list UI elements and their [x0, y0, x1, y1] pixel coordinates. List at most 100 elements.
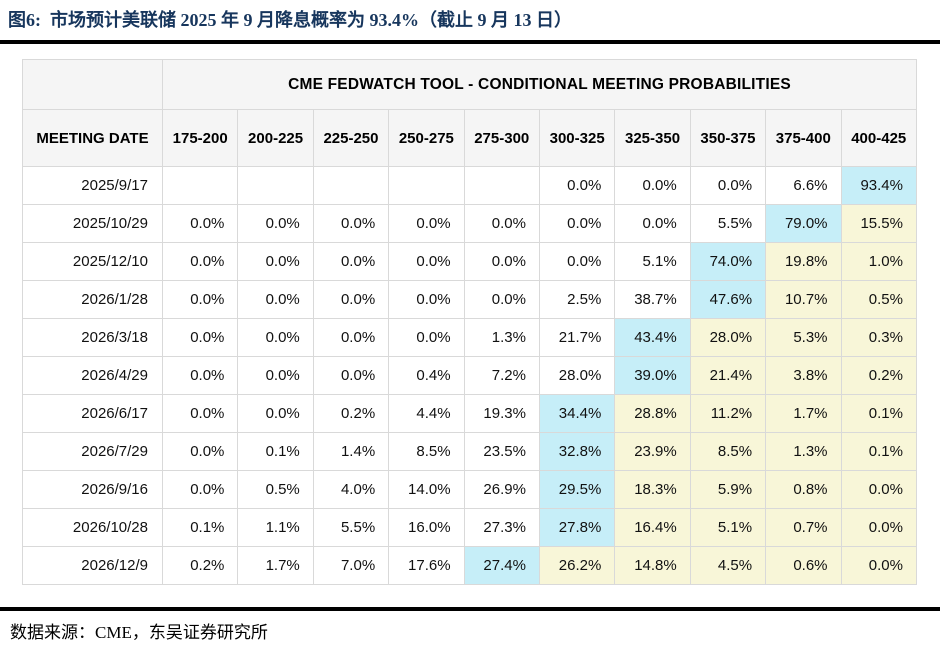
table-row: 2026/6/17 0.0% 0.0% 0.2% 4.4% 19.3% 34.4% 28.8%… [22, 394, 918, 433]
rate-range-header: 300-325 [538, 109, 616, 167]
table-row: 2026/12/9 0.2% 1.7% 7.0% 17.6% 27.4% 26.2% 14.8… [22, 546, 918, 585]
probability-cell [463, 166, 540, 205]
column-header-row: MEETING DATE 175-200 200-225 225-250 250-27… [22, 109, 918, 167]
table-row: 2025/9/17 0.0% 0.0% 0.0% 6.6% 93.4% [22, 166, 918, 205]
probability-cell: 0.0% [161, 356, 239, 395]
probability-cell: 28.8% [614, 394, 691, 433]
meeting-date-cell: 2026/4/29 [22, 356, 163, 395]
probability-cell: 26.9% [463, 470, 540, 509]
table-row: 2025/10/29 0.0% 0.0% 0.0% 0.0% 0.0% 0.0% 0.0% 5.… [22, 204, 918, 243]
probability-cell: 1.7% [237, 546, 314, 585]
probability-cell: 18.3% [614, 470, 691, 509]
probability-cell: 5.1% [614, 242, 691, 281]
probability-cell [388, 166, 465, 205]
rate-range-header: 250-275 [388, 109, 465, 167]
fedwatch-probability-table: CME FEDWATCH TOOL - CONDITIONAL MEETING … [22, 59, 918, 585]
probability-cell: 5.5% [689, 204, 767, 243]
probability-cell: 0.0% [237, 280, 314, 319]
probability-cell: 47.6% [689, 280, 767, 319]
rate-range-header: 175-200 [161, 109, 239, 167]
probability-cell: 15.5% [840, 204, 918, 243]
probability-cell: 34.4% [538, 394, 616, 433]
probability-cell: 4.4% [388, 394, 465, 433]
probability-cell: 4.0% [312, 470, 390, 509]
probability-cell: 0.0% [161, 394, 239, 433]
probability-cell: 1.1% [237, 508, 314, 547]
probability-cell: 38.7% [614, 280, 691, 319]
probability-cell: 0.0% [237, 394, 314, 433]
probability-cell: 0.0% [388, 242, 465, 281]
probability-cell: 0.0% [388, 318, 465, 357]
probability-cell: 27.3% [463, 508, 540, 547]
probability-cell: 1.0% [840, 242, 918, 281]
probability-cell: 26.2% [538, 546, 616, 585]
probability-cell: 19.3% [463, 394, 540, 433]
probability-cell: 0.0% [463, 242, 540, 281]
probability-cell: 11.2% [689, 394, 767, 433]
meeting-date-cell: 2026/12/9 [22, 546, 163, 585]
meeting-date-cell: 2026/9/16 [22, 470, 163, 509]
probability-cell: 0.0% [463, 280, 540, 319]
probability-cell: 0.0% [237, 204, 314, 243]
probability-cell: 27.4% [463, 546, 540, 585]
probability-cell: 3.8% [765, 356, 842, 395]
probability-cell [237, 166, 314, 205]
probability-cell: 8.5% [689, 432, 767, 471]
table-row: 2026/10/28 0.1% 1.1% 5.5% 16.0% 27.3% 27.8% 16.… [22, 508, 918, 547]
probability-cell: 17.6% [388, 546, 465, 585]
probability-cell: 0.8% [765, 470, 842, 509]
table-body: 2025/9/17 0.0% 0.0% 0.0% 6.6% 93.4% 2025/10/29… [22, 166, 918, 585]
probability-cell: 5.9% [689, 470, 767, 509]
probability-cell: 4.5% [689, 546, 767, 585]
probability-cell: 0.0% [312, 280, 390, 319]
probability-cell: 0.1% [840, 432, 918, 471]
probability-cell: 0.2% [312, 394, 390, 433]
probability-cell: 39.0% [614, 356, 691, 395]
meeting-date-cell: 2026/10/28 [22, 508, 163, 547]
probability-cell: 0.0% [161, 432, 239, 471]
probability-cell: 0.5% [237, 470, 314, 509]
probability-cell: 1.3% [463, 318, 540, 357]
table-row: 2026/7/29 0.0% 0.1% 1.4% 8.5% 23.5% 32.8% 23.9%… [22, 432, 918, 471]
probability-cell: 21.4% [689, 356, 767, 395]
probability-cell: 0.0% [840, 470, 918, 509]
probability-cell: 0.0% [312, 204, 390, 243]
probability-cell: 5.1% [689, 508, 767, 547]
table-group-title: CME FEDWATCH TOOL - CONDITIONAL MEETING … [162, 59, 917, 110]
table-row: 2025/12/10 0.0% 0.0% 0.0% 0.0% 0.0% 0.0% 5.1% 74… [22, 242, 918, 281]
probability-cell: 0.0% [463, 204, 540, 243]
probability-cell: 43.4% [614, 318, 691, 357]
probability-cell: 0.0% [161, 470, 239, 509]
probability-cell: 0.0% [388, 204, 465, 243]
probability-cell: 0.0% [614, 204, 691, 243]
probability-cell: 2.5% [538, 280, 616, 319]
probability-cell: 0.0% [840, 508, 918, 547]
probability-cell: 0.0% [161, 204, 239, 243]
probability-cell: 16.4% [614, 508, 691, 547]
probability-cell: 0.3% [840, 318, 918, 357]
probability-cell: 21.7% [538, 318, 616, 357]
corner-cell [22, 59, 163, 110]
meeting-date-cell: 2026/3/18 [22, 318, 163, 357]
probability-cell: 0.5% [840, 280, 918, 319]
meeting-date-cell: 2026/1/28 [22, 280, 163, 319]
figure-title: 图6: 市场预计美联储 2025 年 9 月降息概率为 93.4%（截止 9 月… [8, 10, 572, 30]
probability-cell: 0.2% [840, 356, 918, 395]
rate-range-header: 275-300 [463, 109, 540, 167]
table-row: 2026/3/18 0.0% 0.0% 0.0% 0.0% 1.3% 21.7% 43.4% 2… [22, 318, 918, 357]
probability-cell: 10.7% [765, 280, 842, 319]
probability-cell: 79.0% [765, 204, 842, 243]
probability-cell: 27.8% [538, 508, 616, 547]
source-note: 数据来源：CME，东吴证券研究所 [10, 623, 268, 642]
probability-cell: 23.9% [614, 432, 691, 471]
probability-cell: 0.0% [312, 318, 390, 357]
probability-cell: 8.5% [388, 432, 465, 471]
meeting-date-cell: 2025/9/17 [22, 166, 163, 205]
probability-cell: 14.0% [388, 470, 465, 509]
probability-cell: 0.0% [237, 318, 314, 357]
probability-cell: 28.0% [689, 318, 767, 357]
probability-cell: 0.0% [161, 280, 239, 319]
table-row: 2026/4/29 0.0% 0.0% 0.0% 0.4% 7.2% 28.0% 39.0% 2… [22, 356, 918, 395]
probability-cell: 74.0% [689, 242, 767, 281]
